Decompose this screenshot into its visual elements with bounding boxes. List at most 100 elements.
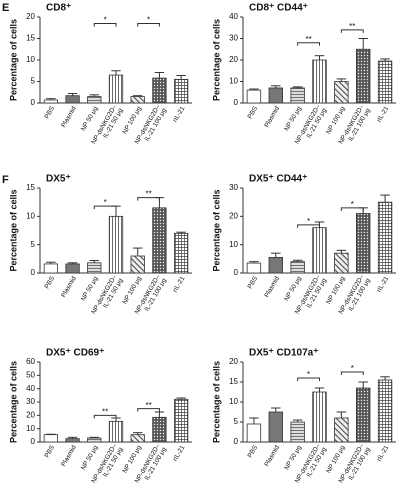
bar (268, 257, 283, 274)
chart-title: DX5⁺ (46, 174, 71, 185)
bar (377, 60, 393, 104)
y-tick-label: 20 (229, 211, 238, 220)
bar (174, 232, 189, 274)
x-tick-group: rIL-21 (376, 444, 391, 463)
y-tick-label: 0 (31, 437, 36, 446)
bar (356, 48, 371, 104)
x-tick-group: NP 50 μg (283, 105, 303, 132)
y-axis-label: Percentage of cells (8, 189, 18, 271)
bar (290, 261, 305, 274)
y-tick-label: 15 (229, 377, 238, 386)
y-tick-label: 5 (31, 240, 36, 249)
y-axis-label: Percentage of cells (211, 189, 221, 271)
x-tick-group: PBS (247, 105, 260, 120)
y-tick-label: 0 (31, 98, 36, 107)
significance-bracket (340, 207, 364, 211)
bar (312, 391, 327, 443)
x-tick-group: NP 50 μg (283, 444, 303, 471)
significance-label: * (307, 370, 310, 379)
significance-label: * (104, 16, 107, 25)
bar (356, 387, 371, 443)
x-tick-group: Plasmid (263, 275, 281, 299)
significance-label: ** (349, 22, 355, 31)
x-tick-label: PBS (44, 444, 57, 459)
significance-label: ** (145, 401, 151, 410)
bar (152, 416, 167, 443)
significance-bracket (137, 408, 160, 412)
bar (356, 213, 371, 274)
bar (334, 417, 349, 443)
bar (174, 78, 189, 104)
bar (43, 99, 58, 104)
x-tick-label: rIL-21 (376, 275, 391, 294)
bar (377, 379, 393, 443)
x-tick-label: PBS (247, 275, 260, 290)
x-tick-label: Plasmid (263, 105, 281, 129)
bar (43, 434, 58, 443)
chart-title: DX5⁺ CD69⁺ (46, 348, 104, 359)
significance-label: * (147, 16, 150, 25)
x-tick-label: rIL-21 (376, 444, 391, 463)
bar (246, 262, 262, 274)
bar (290, 87, 305, 104)
bar (43, 263, 58, 274)
x-tick-label: Plasmid (263, 275, 281, 299)
bar (152, 77, 167, 104)
significance-label: * (351, 200, 354, 209)
chart-title: CD8⁺ (46, 3, 71, 14)
y-tick-label: 20 (229, 55, 238, 64)
y-tick-label: 20 (26, 410, 35, 419)
x-tick-group: Plasmid (60, 444, 78, 468)
chart-title: CD8⁺ CD44⁺ (249, 3, 308, 14)
y-tick-label: 5 (234, 417, 239, 426)
x-tick-group: PBS (44, 105, 57, 120)
x-tick-label: PBS (247, 444, 260, 459)
x-tick-label: PBS (44, 275, 57, 290)
significance-bracket (297, 224, 320, 228)
bar (87, 262, 102, 274)
bar (312, 227, 327, 274)
y-tick-label: 10 (229, 397, 238, 406)
x-tick-group: Plasmid (263, 444, 281, 468)
chart-title: DX5⁺ CD44⁺ (249, 174, 307, 185)
y-tick-label: 30 (229, 34, 238, 43)
x-tick-label: rIL-21 (172, 105, 187, 124)
bar (268, 87, 283, 104)
bar (130, 255, 145, 274)
bar (268, 411, 283, 443)
x-tick-group: PBS (44, 444, 57, 459)
significance-bracket (93, 22, 117, 27)
significance-label: ** (145, 190, 151, 199)
y-axis-label: Percentage of cells (8, 19, 18, 101)
y-tick-label: 30 (26, 397, 35, 406)
bar (246, 423, 262, 443)
y-tick-label: 0 (31, 268, 36, 277)
x-tick-label: Plasmid (60, 275, 78, 299)
y-tick-label: 0 (234, 268, 239, 277)
bar (377, 201, 393, 274)
y-tick-label: 50 (26, 370, 35, 379)
significance-bracket (137, 197, 160, 201)
x-tick-label: NP 50 μg (283, 444, 303, 471)
bar (312, 59, 327, 104)
bar (334, 252, 349, 274)
x-tick-group: PBS (247, 275, 260, 290)
significance-label: ** (102, 407, 108, 416)
y-axis-label: Percentage of cells (8, 361, 18, 443)
x-tick-label: rIL-21 (172, 275, 187, 294)
y-tick-label: 10 (26, 424, 35, 433)
bar (174, 398, 189, 443)
panel-label: E (2, 2, 9, 14)
y-tick-label: 5 (31, 77, 36, 86)
y-tick-label: 0 (234, 98, 239, 107)
bar (290, 421, 305, 443)
x-tick-group: rIL-21 (376, 275, 391, 294)
significance-label: * (307, 217, 310, 226)
x-tick-group: NP 50 μg (283, 275, 303, 302)
significance-label: * (351, 364, 354, 373)
y-tick-label: 15 (26, 183, 35, 192)
y-axis-label: Percentage of cells (211, 19, 221, 101)
bar (130, 434, 145, 443)
bar (87, 96, 102, 104)
x-tick-label: rIL-21 (172, 444, 187, 463)
